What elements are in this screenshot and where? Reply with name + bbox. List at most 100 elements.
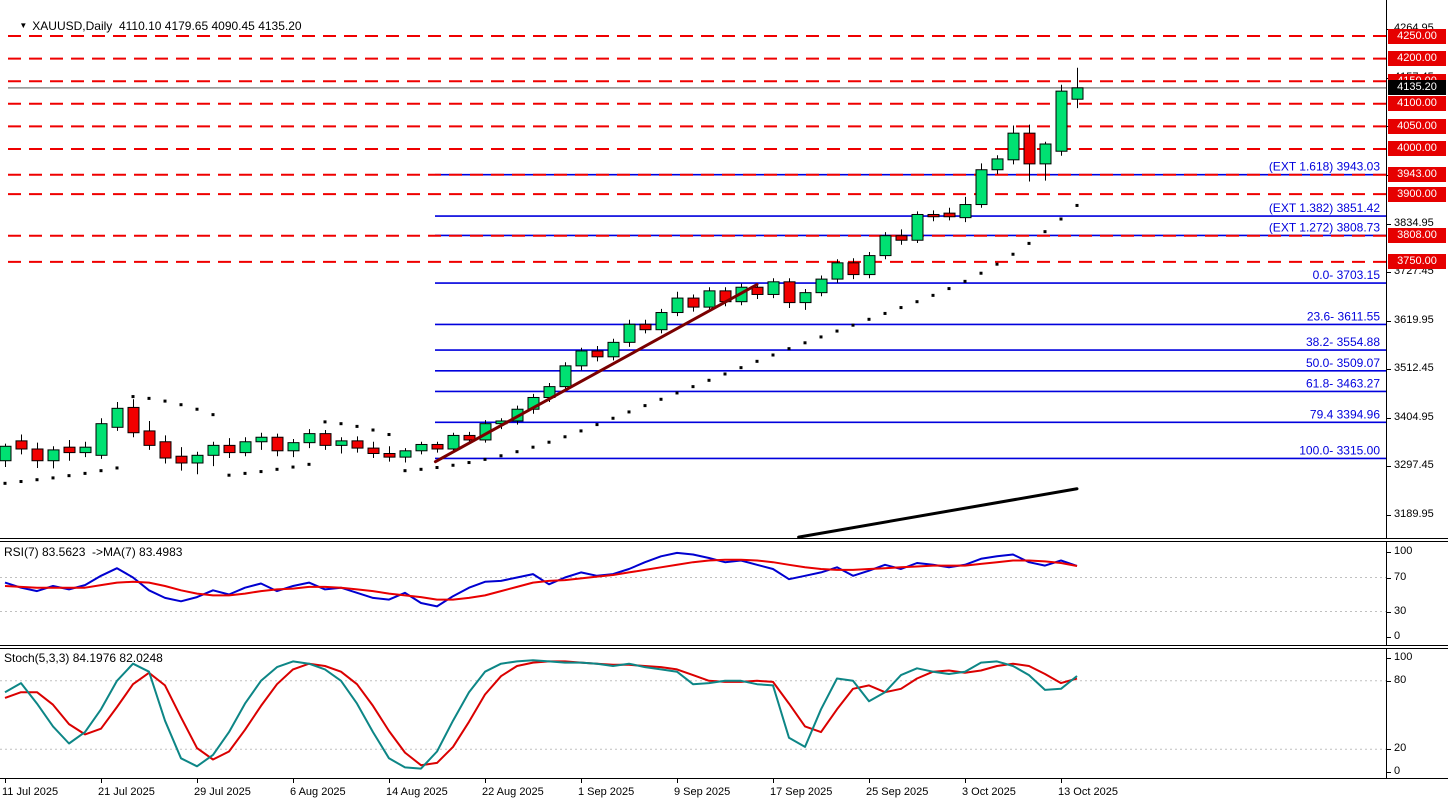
date-label: 14 Aug 2025	[386, 786, 448, 798]
price-chart[interactable]: (EXT 1.618) 3943.03 (EXT 1.382) 3851.42 (E…	[0, 0, 1386, 540]
sar-dot	[307, 462, 311, 466]
candle-body	[1023, 132, 1036, 165]
sar-dot	[83, 471, 87, 475]
candle-body	[623, 323, 636, 343]
sar-dot	[387, 433, 391, 437]
date-tickmark	[773, 779, 774, 783]
sar-dot	[995, 262, 999, 266]
date-tickmark	[581, 779, 582, 783]
symbol-dropdown-icon[interactable]: ▼	[19, 21, 28, 30]
sar-dot	[3, 481, 7, 485]
rsi-tick-label: 30	[1394, 604, 1407, 617]
candle-body	[639, 323, 652, 331]
sar-dot	[451, 463, 455, 467]
candle-body	[703, 290, 716, 308]
sar-dot	[51, 476, 55, 480]
sar-dot	[1043, 230, 1047, 234]
date-label: 6 Aug 2025	[290, 786, 346, 798]
candle-body	[175, 455, 188, 464]
candle-body	[0, 445, 12, 462]
candle-body	[959, 204, 972, 219]
symbol-title: ▼ XAUUSD,Daily 4110.10 4179.65 4090.45 41…	[6, 5, 301, 47]
candle-body	[367, 447, 380, 455]
stoch-tick-label: 0	[1394, 765, 1401, 777]
stoch-tick-label: 80	[1394, 673, 1407, 686]
level-price-badge: 3900.00	[1388, 186, 1446, 202]
price-tick-label: 3619.95	[1394, 313, 1434, 326]
stoch-signal-line	[4, 660, 1078, 767]
candle-body	[335, 440, 348, 446]
date-tickmark	[101, 779, 102, 783]
axis-tickmark	[1387, 658, 1391, 659]
level-price-badge: 4050.00	[1388, 118, 1446, 134]
candle-body	[287, 442, 300, 452]
sar-dot	[323, 420, 327, 424]
axis-tickmark	[1387, 272, 1391, 274]
candle-body	[799, 292, 812, 304]
sar-dot	[19, 480, 23, 484]
sar-dot	[755, 359, 759, 363]
sar-dot	[99, 469, 103, 473]
sar-dot	[947, 287, 951, 291]
axis-tickmark	[1387, 223, 1391, 225]
axis-tickmark	[1387, 577, 1391, 579]
sar-dot	[595, 423, 599, 427]
price-axis[interactable]: 4264.954157.454049.953942.453834.953727.…	[1386, 0, 1448, 806]
axis-tickmark	[1387, 320, 1391, 322]
date-tickmark	[677, 779, 678, 783]
sar-dot	[163, 399, 167, 403]
sar-dot	[787, 347, 791, 351]
sar-dot	[275, 467, 279, 471]
panel-separator[interactable]	[0, 538, 1448, 542]
sar-dot	[739, 366, 743, 370]
date-tickmark	[965, 779, 966, 783]
axis-tickmark	[1387, 417, 1391, 419]
sar-dot	[867, 317, 871, 321]
axis-tickmark	[1387, 514, 1391, 516]
sar-dot	[259, 470, 263, 474]
candle-body	[159, 441, 172, 459]
sar-dot	[803, 341, 807, 345]
sar-dot	[931, 293, 935, 297]
time-axis[interactable]: 11 Jul 2025 21 Jul 2025 29 Jul 2025 6 Aug 2…	[0, 778, 1448, 806]
date-label: 1 Sep 2025	[578, 786, 635, 798]
candle-body	[607, 341, 620, 358]
sar-dot	[899, 306, 903, 310]
sar-dot	[67, 474, 71, 478]
candles-layer	[0, 67, 1084, 475]
sar-dot	[195, 407, 199, 411]
candle-body	[191, 454, 204, 464]
candle-body	[47, 449, 60, 462]
candle-body	[655, 312, 668, 331]
sar-dot	[435, 466, 439, 470]
sar-dot	[355, 424, 359, 428]
panel-separator-2[interactable]	[0, 645, 1448, 649]
date-label: 11 Jul 2025	[2, 786, 59, 798]
sar-dot	[227, 473, 231, 477]
sar-dot	[403, 469, 407, 473]
candle-body	[63, 446, 76, 454]
axis-tickmark	[1387, 749, 1391, 751]
level-price-badge: 3750.00	[1388, 254, 1446, 270]
candle-body	[831, 262, 844, 280]
candle-body	[15, 440, 28, 450]
sar-dot	[835, 329, 839, 333]
sar-dot	[243, 471, 247, 475]
last-price-badge: 4135.20	[1388, 80, 1446, 96]
sar-dot	[563, 435, 567, 439]
sar-dot	[499, 454, 503, 458]
candle-body	[271, 436, 284, 452]
rsi-chart[interactable]	[0, 542, 1386, 645]
stoch-chart[interactable]	[0, 648, 1386, 778]
candle-body	[927, 213, 940, 218]
candle-body	[223, 444, 236, 454]
candle-body	[399, 450, 412, 458]
sar-dot	[291, 465, 295, 469]
axis-tickmark	[1387, 772, 1391, 773]
candle-body	[127, 406, 140, 434]
date-label: 17 Sep 2025	[770, 786, 833, 798]
candle-body	[383, 453, 396, 458]
price-tick-label: 3404.95	[1394, 410, 1434, 423]
candle-body	[975, 169, 988, 206]
stoch-label: Stoch(5,3,3) 84.1976 82.0248	[4, 651, 163, 665]
